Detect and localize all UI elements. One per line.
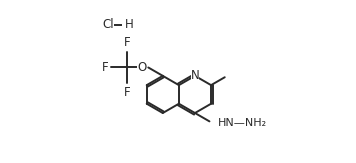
Text: O: O — [137, 61, 147, 74]
Text: F: F — [124, 36, 130, 49]
Text: Cl: Cl — [102, 18, 114, 31]
Text: F: F — [102, 61, 109, 74]
Text: HN—NH₂: HN—NH₂ — [218, 118, 267, 128]
Text: N: N — [190, 69, 199, 82]
Text: F: F — [124, 86, 130, 99]
Text: H: H — [125, 18, 134, 31]
